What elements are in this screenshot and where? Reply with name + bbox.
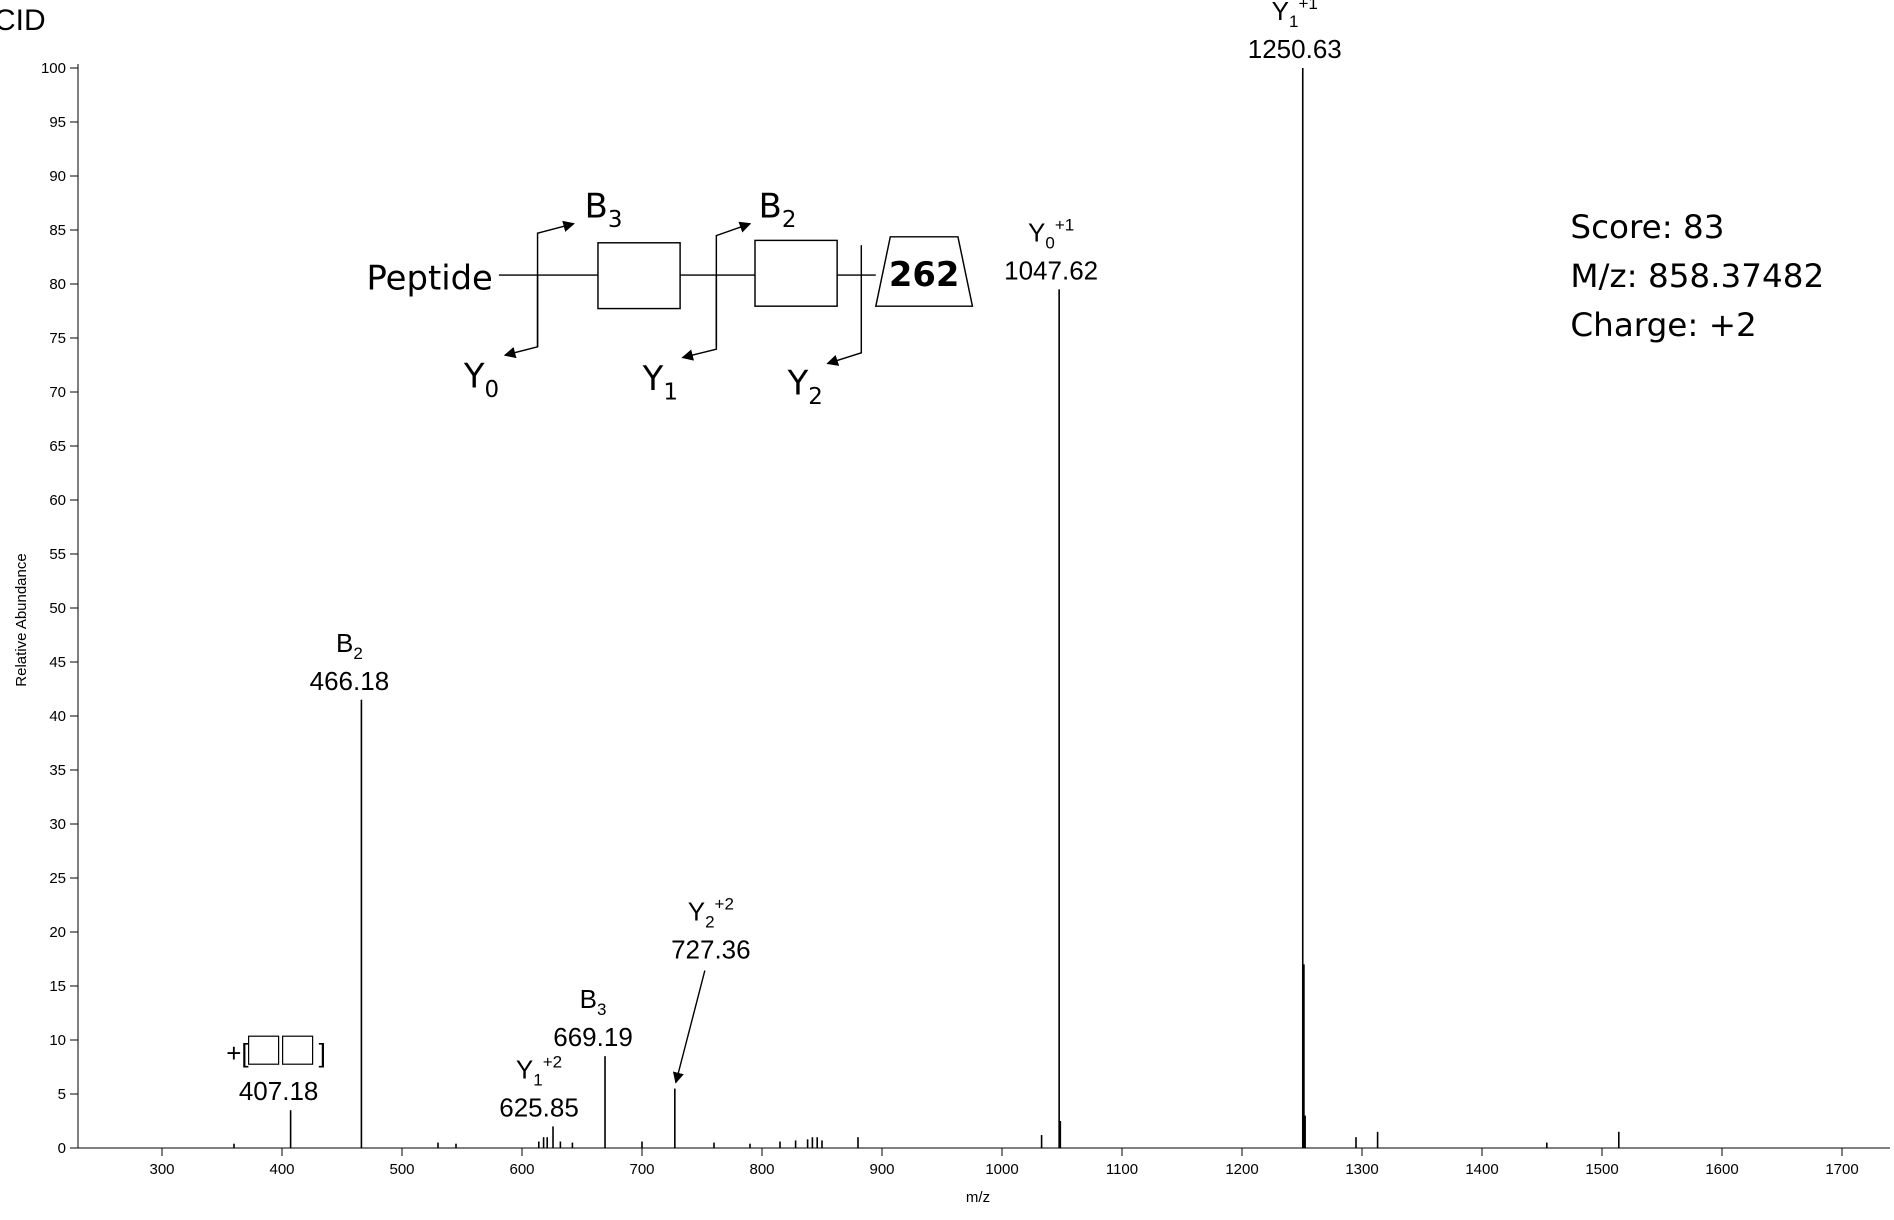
y-tick-label: 5 — [58, 1086, 66, 1103]
ion-superscript: +1 — [1298, 0, 1317, 13]
y-tick-label: 10 — [49, 1032, 66, 1049]
y-tick-label: 60 — [49, 492, 66, 509]
ion-superscript: +2 — [543, 1052, 562, 1071]
x-tick-label: 1000 — [985, 1161, 1018, 1178]
x-tick-label: 1700 — [1825, 1161, 1858, 1178]
ion-subscript: 0 — [1045, 233, 1054, 252]
ion-superscript: +2 — [715, 895, 734, 914]
peak-mz-label: 466.18 — [310, 666, 390, 696]
y-tick-label: 75 — [49, 330, 66, 347]
x-tick-label: 1100 — [1106, 1161, 1138, 1178]
x-tick-label: 300 — [149, 1161, 174, 1178]
residue — [754, 239, 838, 307]
y-tick-label: 100 — [41, 60, 66, 77]
y-tick-label: 95 — [49, 114, 66, 131]
cleavage — [503, 275, 539, 359]
info-text: Score: 83 — [1570, 208, 1724, 246]
y-tick-label: 35 — [49, 762, 66, 779]
info-text: Charge: +2 — [1570, 306, 1756, 344]
cleavage — [681, 275, 718, 361]
y-tick-label: 15 — [49, 978, 66, 995]
peak-ion-label: B3 — [580, 984, 607, 1019]
x-axis-label: m/z — [966, 1189, 990, 1206]
x-tick-label: 1400 — [1465, 1161, 1498, 1178]
peak-ion-label: ] — [319, 1038, 326, 1068]
reducing-end — [874, 236, 974, 307]
x-tick-label: 1200 — [1225, 1161, 1258, 1178]
y-tick-label: 90 — [49, 168, 66, 185]
ion-subscript: 1 — [533, 1070, 542, 1089]
x-tick-label: 600 — [509, 1161, 534, 1178]
y-tick-label: 30 — [49, 816, 66, 833]
fragment-label: Y0 — [463, 357, 499, 403]
peak-mz-label: 407.18 — [239, 1076, 319, 1106]
y-tick-label: 0 — [58, 1140, 66, 1157]
x-tick-label: 700 — [629, 1161, 654, 1178]
x-tick-label: 900 — [869, 1161, 894, 1178]
label-arrow — [672, 970, 706, 1084]
y-tick-label: 65 — [49, 438, 66, 455]
x-tick-label: 500 — [389, 1161, 414, 1178]
peak-ion-label: B2 — [336, 628, 363, 663]
peak-mz-label: 669.19 — [553, 1022, 633, 1052]
reducing-end-label: 262 — [889, 255, 960, 294]
residue-icon — [248, 1035, 280, 1065]
ion: B — [336, 628, 353, 658]
ion-subscript: 3 — [597, 1000, 606, 1019]
y-tick-label: 40 — [49, 708, 66, 725]
chart-title: CID — [0, 4, 46, 37]
peak-mz-label: 727.36 — [671, 935, 751, 965]
peak-ion-label: Y1+1 — [1272, 0, 1318, 31]
peak-ion-label: +[ — [226, 1038, 249, 1068]
cleavage — [715, 221, 752, 347]
ion-superscript: +1 — [1055, 215, 1074, 234]
y-tick-label: 25 — [49, 870, 66, 887]
x-tick-label: 400 — [269, 1161, 294, 1178]
cleavage — [536, 220, 575, 347]
peak-ion-label: Y1+2 — [516, 1052, 562, 1089]
y-axis-label: Relative Abundance — [13, 553, 30, 686]
ion: Y — [1272, 0, 1289, 26]
peak-ion-label: Y0+1 — [1028, 215, 1074, 252]
y-tick-label: 70 — [49, 384, 66, 401]
y-tick-label: 50 — [49, 600, 66, 617]
peak-mz-label: 1047.62 — [1004, 255, 1098, 285]
ion: Y — [688, 897, 705, 927]
fragment-label: Y2 — [787, 364, 823, 410]
glycan-diagram: Peptide 262 B3 B2 Y0 Y1 Y2 Score: 83 M/z… — [367, 187, 1825, 410]
ion: Y — [1028, 217, 1045, 247]
x-tick-label: 800 — [749, 1161, 774, 1178]
ion-subscript: 1 — [1289, 12, 1298, 31]
residue — [597, 242, 681, 310]
peak-ion-label: Y2+2 — [688, 895, 734, 932]
x-tick-label: 1500 — [1585, 1161, 1618, 1178]
peak-mz-label: 625.85 — [499, 1092, 579, 1122]
peptide-label: Peptide — [367, 259, 493, 298]
info-text: M/z: 858.37482 — [1570, 257, 1824, 295]
y-tick-label: 55 — [49, 546, 66, 563]
ion: Y — [516, 1054, 533, 1084]
fragment-label: Y1 — [642, 359, 678, 405]
ion-subscript: 2 — [705, 913, 714, 932]
y-tick-label: 85 — [49, 222, 66, 239]
x-tick-label: 1300 — [1345, 1161, 1378, 1178]
fragment-label: B2 — [759, 187, 797, 233]
x-tick-label: 1600 — [1705, 1161, 1738, 1178]
ion-subscript: 2 — [353, 644, 362, 663]
ion: B — [580, 984, 597, 1014]
fragment-label: B3 — [585, 187, 623, 233]
cleavage — [826, 245, 863, 366]
y-tick-label: 20 — [49, 924, 66, 941]
y-tick-label: 45 — [49, 654, 66, 671]
residue-icon — [282, 1035, 314, 1065]
y-tick-label: 80 — [49, 276, 66, 293]
peak-mz-label: 1250.63 — [1248, 34, 1342, 64]
